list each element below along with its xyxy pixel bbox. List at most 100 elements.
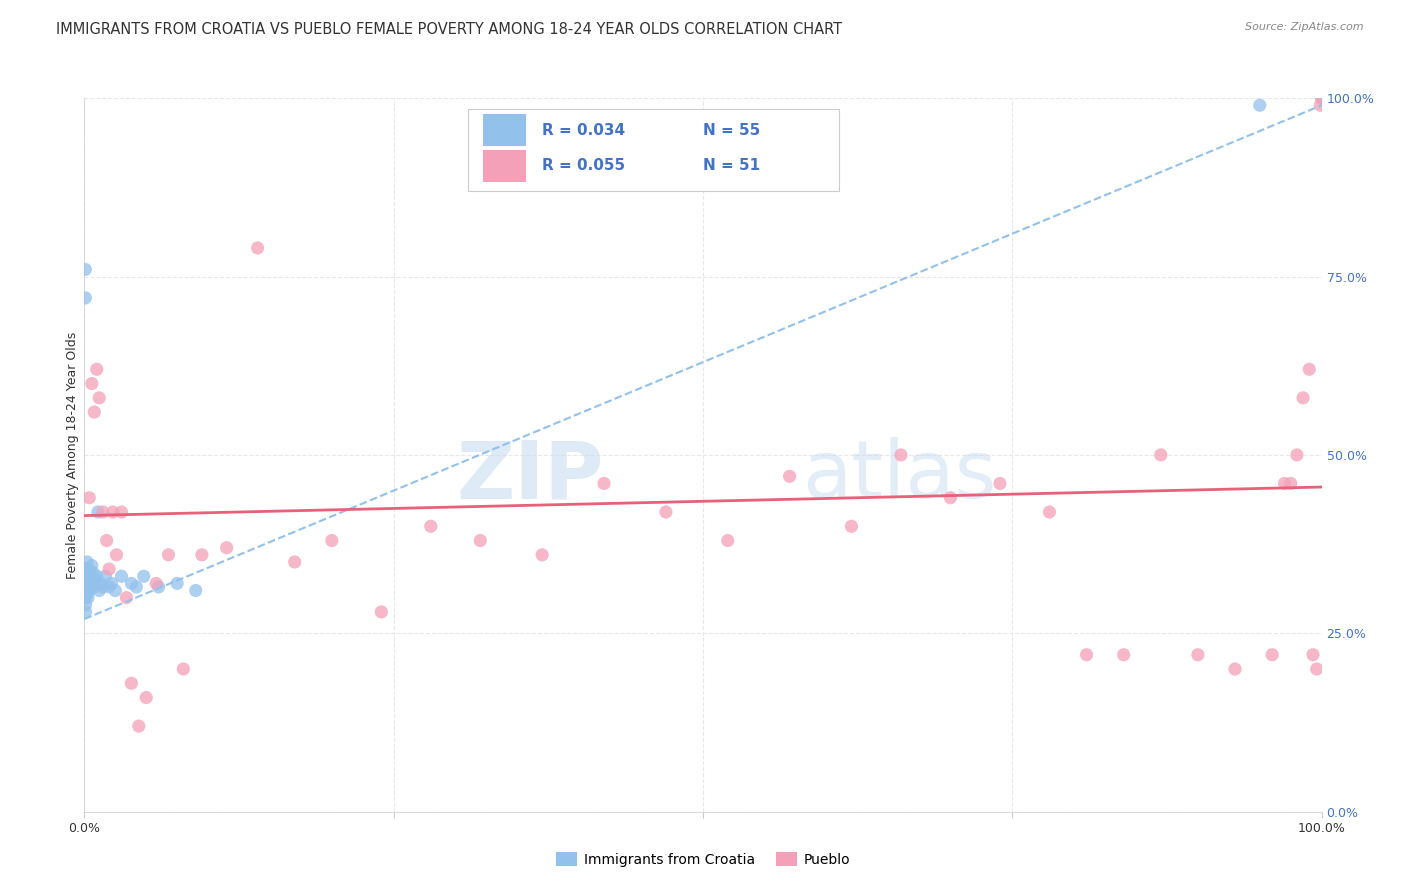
Y-axis label: Female Poverty Among 18-24 Year Olds: Female Poverty Among 18-24 Year Olds [66, 331, 79, 579]
Point [101, 505, 124, 519]
Point [593, 476, 616, 491]
Point [1279, 476, 1302, 491]
Point [370, 605, 392, 619]
FancyBboxPatch shape [482, 114, 526, 146]
Point [75, 566, 97, 580]
Point [1150, 448, 1173, 462]
Point [246, 241, 269, 255]
Legend: Immigrants from Croatia, Pueblo: Immigrants from Croatia, Pueblo [550, 847, 856, 872]
Point [1292, 391, 1315, 405]
Point [128, 719, 150, 733]
Point [89, 391, 111, 405]
Point [77, 591, 100, 605]
Point [779, 469, 801, 483]
Point [75, 262, 97, 277]
Point [1112, 648, 1135, 662]
Point [75, 605, 97, 619]
Point [80, 576, 103, 591]
Point [83, 580, 105, 594]
Point [1285, 448, 1308, 462]
Point [76, 587, 98, 601]
Point [1223, 662, 1246, 676]
Point [531, 548, 554, 562]
Point [470, 533, 492, 548]
Point [100, 576, 122, 591]
Point [1298, 362, 1320, 376]
Point [98, 562, 121, 576]
Point [75, 583, 97, 598]
Point [419, 519, 441, 533]
Point [191, 548, 214, 562]
Point [76, 569, 98, 583]
Point [105, 548, 128, 562]
Point [94, 569, 117, 583]
Point [125, 580, 148, 594]
Text: ZIP: ZIP [457, 437, 605, 516]
Point [87, 505, 110, 519]
Point [82, 566, 104, 580]
Point [75, 591, 97, 605]
Point [75, 291, 97, 305]
Point [120, 576, 142, 591]
Point [98, 580, 121, 594]
Point [655, 505, 678, 519]
Text: R = 0.055: R = 0.055 [543, 159, 626, 173]
Point [75, 562, 97, 576]
Point [79, 566, 101, 580]
Point [104, 583, 127, 598]
Text: Source: ZipAtlas.com: Source: ZipAtlas.com [1246, 22, 1364, 32]
Point [157, 548, 180, 562]
Point [91, 505, 114, 519]
Point [1038, 505, 1060, 519]
Text: R = 0.034: R = 0.034 [543, 123, 626, 137]
Point [148, 580, 170, 594]
Point [79, 569, 101, 583]
Point [89, 576, 111, 591]
Point [76, 576, 98, 591]
FancyBboxPatch shape [468, 109, 839, 191]
Point [82, 576, 104, 591]
Point [1076, 648, 1098, 662]
Point [79, 583, 101, 598]
Point [939, 491, 962, 505]
Point [1310, 91, 1333, 105]
Point [172, 662, 194, 676]
Point [77, 580, 100, 594]
FancyBboxPatch shape [482, 150, 526, 182]
Point [1302, 648, 1324, 662]
Point [132, 569, 155, 583]
Point [1310, 91, 1333, 105]
Point [76, 555, 98, 569]
Point [1309, 98, 1331, 112]
Point [75, 576, 97, 591]
Point [96, 533, 118, 548]
Point [120, 676, 142, 690]
Point [988, 476, 1011, 491]
Point [91, 580, 114, 594]
Point [284, 555, 307, 569]
Point [83, 405, 105, 419]
Point [1261, 648, 1284, 662]
Point [77, 562, 100, 576]
Point [166, 576, 188, 591]
Point [184, 583, 207, 598]
Point [75, 580, 97, 594]
Point [110, 569, 132, 583]
Point [110, 505, 132, 519]
Point [1274, 476, 1296, 491]
Text: IMMIGRANTS FROM CROATIA VS PUEBLO FEMALE POVERTY AMONG 18-24 YEAR OLDS CORRELATI: IMMIGRANTS FROM CROATIA VS PUEBLO FEMALE… [56, 22, 842, 37]
Point [80, 376, 103, 391]
Point [76, 583, 98, 598]
Point [841, 519, 863, 533]
Point [89, 583, 111, 598]
Point [1305, 662, 1327, 676]
Point [75, 569, 97, 583]
Point [80, 558, 103, 573]
Point [75, 569, 97, 583]
Point [890, 448, 912, 462]
Point [86, 569, 108, 583]
Point [145, 576, 167, 591]
Point [75, 583, 97, 598]
Point [79, 573, 101, 587]
Text: atlas: atlas [801, 437, 997, 516]
